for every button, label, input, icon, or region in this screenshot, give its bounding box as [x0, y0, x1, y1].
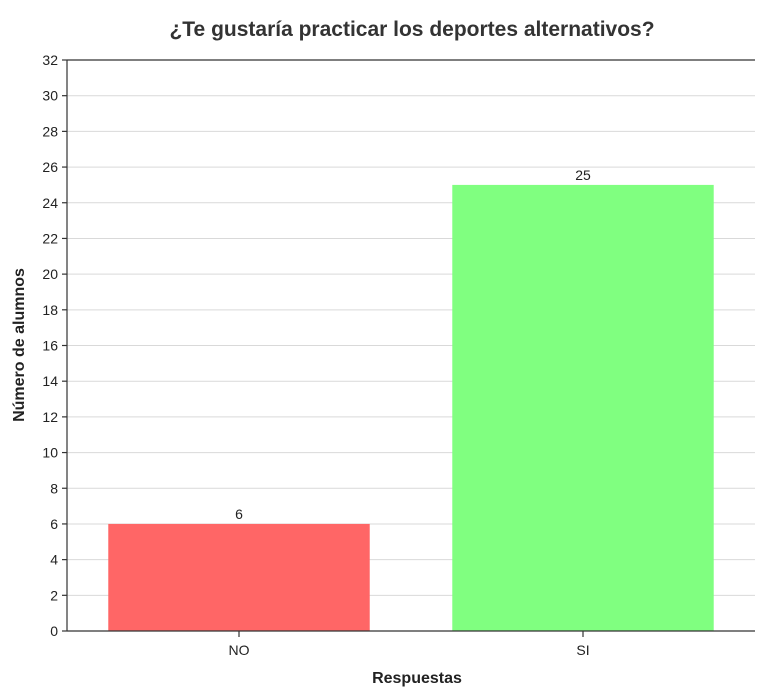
chart-title: ¿Te gustaría practicar los deportes alte…: [169, 18, 654, 41]
bars: [108, 184, 714, 631]
data-labels: 6 25: [235, 167, 591, 522]
y-tick-label: 10: [42, 445, 58, 461]
x-tick-label: NO: [229, 642, 250, 658]
x-tick-label: SI: [576, 642, 589, 658]
y-axis-title: Número de alumnos: [11, 268, 28, 422]
y-tick-label: 16: [42, 338, 58, 354]
y-tick-label: 0: [50, 623, 58, 639]
data-label: 25: [575, 167, 591, 183]
y-tick-label: 6: [50, 516, 58, 532]
y-tick-label: 30: [42, 88, 58, 104]
y-tick-label: 2: [50, 587, 58, 603]
y-tick-label: 26: [42, 159, 58, 175]
y-tick-label: 24: [42, 195, 58, 211]
y-tick-label: 4: [50, 552, 58, 568]
x-tick-labels: NO SI: [229, 642, 590, 658]
y-tick-label: 18: [42, 302, 58, 318]
gridlines: [67, 59, 755, 596]
y-tick-label: 32: [42, 52, 58, 68]
y-tick-label: 8: [50, 480, 58, 496]
axes: [62, 59, 755, 637]
bar-no: [108, 523, 370, 631]
y-tick-label: 20: [42, 266, 58, 282]
bar-si: [452, 184, 714, 631]
x-axis-title: Respuestas: [372, 670, 462, 687]
y-tick-label: 22: [42, 230, 58, 246]
y-tick-label: 28: [42, 123, 58, 139]
y-tick-label: 12: [42, 409, 58, 425]
data-label: 6: [235, 506, 243, 522]
y-tick-label: 14: [42, 373, 58, 389]
